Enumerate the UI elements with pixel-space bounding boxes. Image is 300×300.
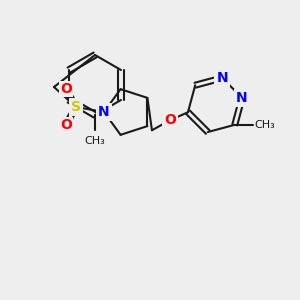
Text: CH₃: CH₃	[85, 136, 105, 146]
Text: CH₃: CH₃	[255, 120, 275, 130]
Text: N: N	[98, 105, 110, 119]
Text: S: S	[71, 100, 81, 114]
Text: O: O	[60, 82, 72, 96]
Text: O: O	[164, 113, 176, 127]
Text: O: O	[60, 118, 72, 132]
Text: N: N	[236, 91, 248, 105]
Text: N: N	[216, 71, 228, 85]
